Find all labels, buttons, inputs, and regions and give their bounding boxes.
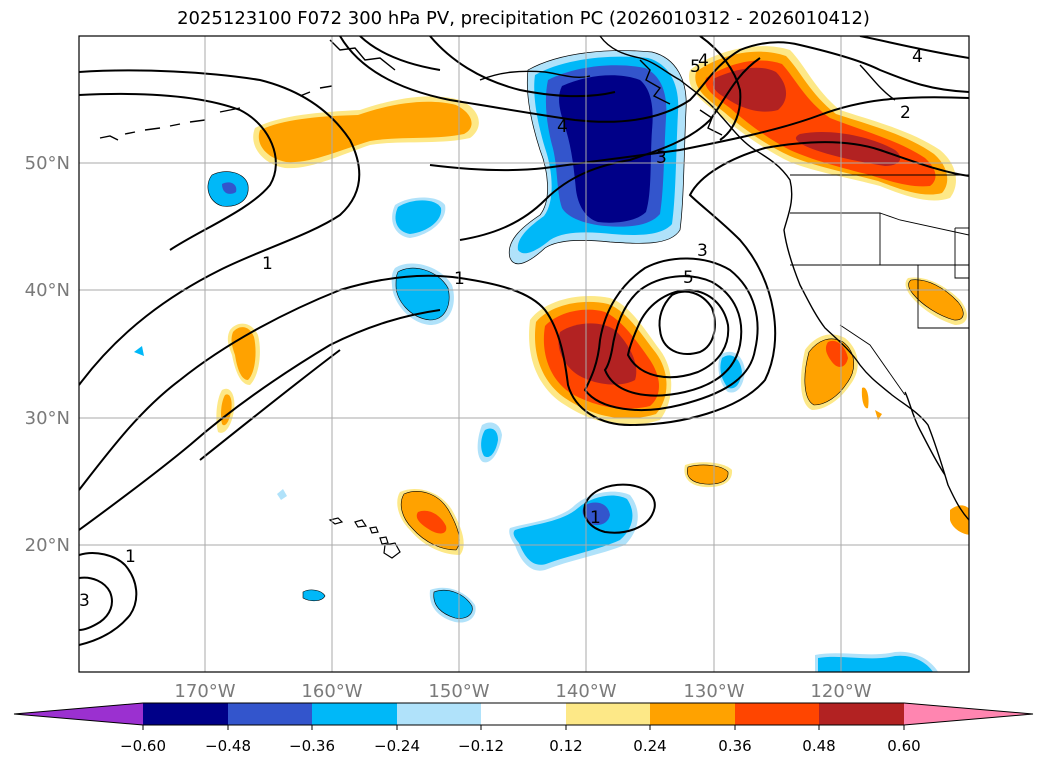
lon-label-120w: 120°W [810, 681, 871, 702]
colorbar-segment-3 [312, 703, 397, 725]
colorbar-label-024: 0.24 [633, 737, 666, 755]
contour-label-1-a: 1 [454, 269, 465, 289]
positive-anomaly-pacific-northwest [689, 46, 956, 201]
lat-label-50n: 50°N [25, 153, 70, 174]
colorbar-segment-9 [819, 703, 904, 725]
gridlines [79, 36, 969, 672]
colorbar-segment-1 [143, 703, 228, 725]
lon-label-160w: 160°W [301, 681, 362, 702]
colorbar-label-048: 0.48 [802, 737, 835, 755]
map-area [79, 36, 969, 672]
colorbar-label-neg036: −0.36 [289, 737, 335, 755]
colorbar-label-neg060: −0.60 [120, 737, 166, 755]
colorbar-label-neg048: −0.48 [205, 737, 251, 755]
colorbar-segment-8 [735, 703, 819, 725]
plot-frame [78, 35, 970, 673]
lon-label-150w: 150°W [428, 681, 489, 702]
contour-labels: 4 5 4 2 4 3 3 5 1 1 1 1 3 [79, 47, 923, 611]
pv-contours [79, 36, 969, 646]
colorbar-segment-7 [650, 703, 735, 725]
contour-label-5-b: 5 [683, 268, 694, 288]
colorbar-ticks [142, 725, 905, 730]
contour-label-3-b: 3 [697, 241, 708, 261]
latitude-labels: 50°N 40°N 30°N 20°N [25, 153, 70, 556]
contour-label-1-c: 1 [125, 547, 136, 567]
colorbar-segment-2 [228, 703, 312, 725]
colorbar-labels: −0.60 −0.48 −0.36 −0.24 −0.12 0.12 0.24 … [120, 737, 921, 755]
colorbar-label-012: 0.12 [549, 737, 582, 755]
contour-label-4-c: 4 [557, 117, 568, 137]
contour-label-1-b: 1 [262, 254, 273, 274]
colorbar-segment-6 [566, 703, 650, 725]
contour-label-3-a: 3 [656, 148, 667, 168]
contour-label-1-d: 1 [590, 508, 601, 528]
colorbar-label-036: 0.36 [718, 737, 751, 755]
contour-label-5-a: 5 [690, 57, 701, 77]
colorbar-extend-low [14, 703, 143, 725]
contour-label-2: 2 [900, 103, 911, 123]
negative-anomaly-gulf-of-alaska [508, 50, 687, 265]
lon-label-140w: 140°W [555, 681, 616, 702]
contour-label-3-c: 3 [79, 591, 90, 611]
colorbar-segment-5 [481, 703, 566, 725]
colorbar-extend-high [904, 703, 1033, 725]
small-negative-anomalies [134, 171, 939, 672]
positive-anomaly-north-pacific [253, 96, 479, 169]
colorbar-label-neg012: −0.12 [458, 737, 504, 755]
coastlines [99, 36, 969, 521]
hawaiian-islands [328, 517, 401, 559]
contour-label-4-a: 4 [698, 51, 709, 71]
lat-label-20n: 20°N [25, 535, 70, 556]
colorbar-segment-4 [397, 703, 481, 725]
lat-label-30n: 30°N [25, 408, 70, 429]
lon-label-170w: 170°W [174, 681, 235, 702]
lat-label-40n: 40°N [25, 280, 70, 301]
small-positive-anomalies [216, 277, 969, 555]
contour-label-4-b: 4 [912, 47, 923, 67]
chart-title: 2025123100 F072 300 hPa PV, precipitatio… [177, 8, 870, 29]
lon-label-130w: 130°W [683, 681, 744, 702]
colorbar-label-060: 0.60 [887, 737, 920, 755]
colorbar-label-neg024: −0.24 [374, 737, 420, 755]
longitude-labels: 170°W 160°W 150°W 140°W 130°W 120°W [174, 681, 871, 702]
borders [790, 174, 969, 396]
